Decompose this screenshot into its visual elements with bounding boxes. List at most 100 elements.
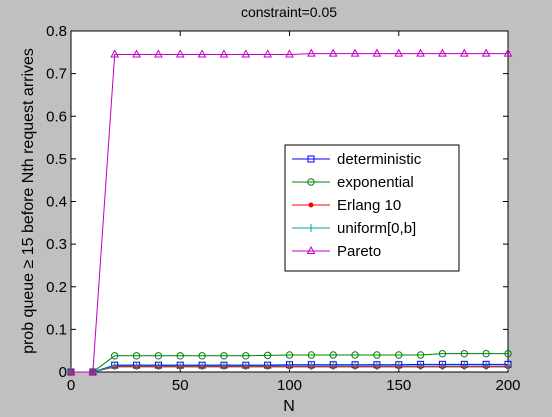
- y-tick-label: 0.4: [46, 194, 67, 211]
- data-point: [307, 48, 316, 57]
- y-tick-label: 0: [59, 364, 67, 381]
- data-point: [219, 362, 228, 371]
- data-point: [198, 362, 207, 371]
- y-axis-ticks: 0 0.1 0.2 0.3 0.4 0.5 0.6 0.7 0.8: [46, 23, 508, 381]
- data-point: [132, 362, 141, 371]
- legend-entry: exponential: [292, 174, 414, 191]
- data-point: [241, 362, 250, 371]
- legend-box: [284, 144, 460, 272]
- y-tick-label: 0.7: [46, 66, 67, 83]
- x-tick-label: 200: [495, 377, 520, 394]
- data-point: [438, 362, 447, 371]
- data-point: [394, 362, 403, 371]
- data-point: [328, 48, 338, 57]
- data-point: [175, 49, 185, 58]
- legend-entry: deterministic: [292, 151, 422, 168]
- data-point: [132, 49, 141, 58]
- data-point: [110, 49, 120, 58]
- data-point: [460, 349, 468, 358]
- y-tick-label: 0.6: [46, 108, 67, 125]
- legend-marker: [307, 155, 315, 163]
- y-tick-label: 0.8: [46, 23, 67, 40]
- legend-entry: uniform[0,b]: [292, 220, 416, 237]
- data-point: [503, 48, 513, 57]
- series-line: [71, 53, 508, 373]
- legend: deterministic exponential Erlang 10 uniform…: [284, 144, 460, 272]
- data-point: [307, 351, 316, 359]
- data-point: [416, 362, 425, 371]
- series-layer: [66, 48, 513, 376]
- data-point: [176, 352, 184, 360]
- data-point: [198, 352, 206, 360]
- data-point: [66, 366, 76, 375]
- x-axis-ticks: 0 50 100 150 200: [67, 31, 521, 394]
- data-point: [241, 49, 251, 58]
- legend-label: Erlang 10: [337, 197, 401, 214]
- legend-label: uniform[0,b]: [337, 220, 416, 237]
- series-line: [71, 353, 508, 373]
- legend-entry: Pareto: [292, 243, 381, 260]
- data-point: [329, 362, 338, 371]
- y-tick-label: 0.1: [46, 321, 67, 338]
- chart-title: constraint=0.05: [241, 4, 337, 20]
- data-point: [285, 49, 294, 58]
- data-point: [481, 48, 491, 57]
- legend-marker: [307, 224, 315, 232]
- data-point: [395, 351, 403, 359]
- x-tick-label: 150: [386, 377, 411, 394]
- legend-label: exponential: [337, 174, 414, 191]
- data-point: [394, 48, 404, 57]
- legend-label: deterministic: [337, 151, 422, 168]
- data-point: [307, 362, 316, 371]
- data-point: [372, 362, 381, 371]
- data-point: [504, 349, 512, 358]
- y-tick-label: 0.5: [46, 151, 67, 168]
- series-pareto: [66, 48, 513, 375]
- data-point: [242, 352, 250, 360]
- legend-marker: [308, 202, 314, 208]
- data-point: [416, 351, 425, 359]
- data-point: [285, 351, 294, 359]
- x-axis-label: N: [283, 398, 295, 415]
- data-point: [154, 49, 163, 58]
- legend-label: Pareto: [337, 243, 381, 260]
- data-point: [438, 48, 447, 57]
- data-point: [263, 351, 272, 360]
- data-point: [416, 48, 425, 57]
- data-point: [504, 362, 512, 371]
- data-point: [438, 349, 447, 358]
- data-point: [482, 349, 490, 358]
- y-axis-label: prob queue ≥ 15 before Nth request arriv…: [20, 48, 37, 354]
- data-point: [219, 49, 229, 58]
- x-tick-label: 0: [67, 377, 75, 394]
- legend-marker: [307, 178, 315, 186]
- data-point: [132, 352, 141, 360]
- x-tick-label: 50: [172, 377, 189, 394]
- data-point: [220, 352, 228, 360]
- data-point: [460, 362, 469, 371]
- data-point: [154, 352, 163, 360]
- y-tick-label: 0.3: [46, 236, 67, 253]
- data-point: [176, 362, 185, 371]
- legend-marker: [306, 245, 316, 254]
- legend-entry: Erlang 10: [292, 197, 401, 214]
- data-point: [285, 362, 294, 371]
- data-point: [197, 49, 207, 58]
- data-point: [263, 49, 272, 58]
- data-point: [351, 351, 359, 359]
- data-point: [482, 362, 491, 371]
- data-point: [351, 362, 360, 371]
- y-tick-label: 0.2: [46, 279, 67, 296]
- data-point: [459, 48, 469, 57]
- x-tick-label: 100: [277, 377, 302, 394]
- data-point: [263, 362, 272, 371]
- data-point: [350, 48, 360, 57]
- data-point: [111, 352, 119, 360]
- data-point: [372, 48, 382, 57]
- data-point: [88, 366, 98, 375]
- data-point: [329, 351, 337, 359]
- data-point: [373, 351, 381, 359]
- data-point: [110, 362, 119, 371]
- data-point: [154, 362, 163, 371]
